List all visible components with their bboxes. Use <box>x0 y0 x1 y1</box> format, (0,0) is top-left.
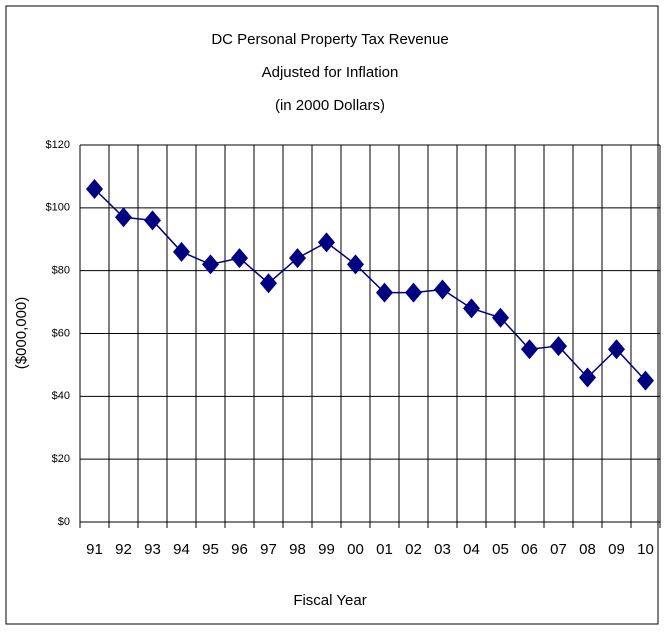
x-tick-label: 05 <box>492 541 509 558</box>
x-tick-label: 95 <box>202 541 219 558</box>
x-tick-label: 91 <box>86 541 103 558</box>
x-tick-label: 94 <box>173 541 190 558</box>
data-point <box>463 298 480 319</box>
x-tick-label: 00 <box>347 541 364 558</box>
data-point <box>115 207 132 228</box>
data-point <box>347 254 364 275</box>
data-point <box>405 282 422 303</box>
x-tick-label: 01 <box>376 541 393 558</box>
data-point <box>289 248 306 269</box>
data-point <box>550 336 567 357</box>
data-point <box>260 273 277 294</box>
x-tick-label: 06 <box>521 541 538 558</box>
x-tick-label: 98 <box>289 541 306 558</box>
y-tick-label: $40 <box>52 390 70 402</box>
y-axis-label: ($000,000) <box>13 297 30 370</box>
y-tick-label: $120 <box>46 139 70 151</box>
y-tick-label: $100 <box>46 202 70 214</box>
x-tick-label: 10 <box>637 541 654 558</box>
x-tick-label: 97 <box>260 541 277 558</box>
x-tick-label: 96 <box>231 541 248 558</box>
y-tick-label: $80 <box>52 265 70 277</box>
data-point <box>144 210 161 231</box>
y-tick-label: $60 <box>52 327 70 339</box>
data-point <box>608 339 625 360</box>
y-tick-label: $0 <box>58 516 70 528</box>
x-axis-label: Fiscal Year <box>293 592 366 609</box>
chart-subtitle: Adjusted for Inflation <box>262 64 399 81</box>
chart-subtitle: (in 2000 Dollars) <box>275 97 385 114</box>
data-point <box>492 307 509 328</box>
x-tick-label: 08 <box>579 541 596 558</box>
data-point <box>173 241 190 262</box>
x-tick-label: 92 <box>115 541 132 558</box>
x-tick-label: 99 <box>318 541 335 558</box>
data-point <box>579 367 596 388</box>
x-tick-label: 09 <box>608 541 625 558</box>
data-point <box>202 254 219 275</box>
chart-frame <box>5 5 659 625</box>
x-tick-label: 04 <box>463 541 480 558</box>
data-point <box>521 339 538 360</box>
x-tick-label: 02 <box>405 541 422 558</box>
x-tick-label: 93 <box>144 541 161 558</box>
y-tick-label: $20 <box>52 453 70 465</box>
x-tick-label: 07 <box>550 541 567 558</box>
data-point <box>376 282 393 303</box>
data-point <box>86 178 103 199</box>
data-point <box>434 279 451 300</box>
data-point <box>637 370 654 391</box>
chart-title: DC Personal Property Tax Revenue <box>211 31 448 48</box>
data-point <box>231 248 248 269</box>
data-point <box>318 232 335 253</box>
x-tick-label: 03 <box>434 541 451 558</box>
